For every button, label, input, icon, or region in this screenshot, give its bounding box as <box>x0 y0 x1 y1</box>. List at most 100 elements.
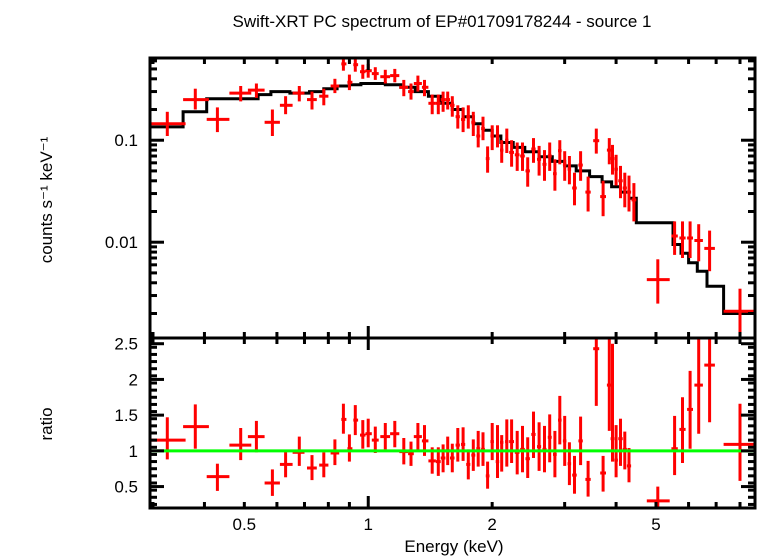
ratio-data-point <box>476 430 481 467</box>
ratio-data-point <box>365 418 372 448</box>
ratio-tick-label: 2.5 <box>114 335 138 354</box>
ratio-data-point <box>307 455 317 481</box>
ratio-data-point <box>618 418 623 466</box>
ratio-data-point <box>485 461 490 489</box>
ratio-data-point <box>440 444 446 473</box>
spectrum-data-points <box>150 58 755 338</box>
spectrum-data-point <box>631 183 637 222</box>
spectrum-data-point <box>428 94 436 115</box>
spectrum-data-point <box>485 146 490 173</box>
spectrum-data-point <box>585 176 591 212</box>
spectrum-data-point <box>347 74 353 91</box>
ratio-data-point <box>461 427 466 461</box>
y-tick-label: 0.1 <box>114 131 138 150</box>
ratio-data-point <box>500 435 504 472</box>
spectrum-data-point <box>206 107 230 133</box>
spectrum-data-point <box>247 83 265 98</box>
ratio-data-point <box>520 425 525 473</box>
spectrum-data-point <box>481 116 485 141</box>
spectrum-data-point <box>514 142 520 171</box>
ratio-data-point <box>183 404 209 449</box>
x-tick-label: 2 <box>487 515 496 534</box>
x-tick-label: 1 <box>364 515 373 534</box>
spectrum-data-point <box>704 230 715 272</box>
spectrum-data-point <box>292 86 305 102</box>
ratio-tick-label: 1 <box>129 442 138 461</box>
spectrum-data-point <box>495 125 500 148</box>
ratio-data-point <box>542 425 547 473</box>
spectrum-data-point <box>610 144 615 175</box>
ratio-data-point <box>723 403 755 481</box>
spectrum-data-point <box>421 79 429 97</box>
spectrum-data-point <box>520 142 525 171</box>
spectrum-data-point <box>622 172 627 208</box>
ratio-data-point <box>371 426 379 453</box>
spectrum-data-point <box>490 125 494 151</box>
ratio-axis-ticks <box>150 342 755 508</box>
ratio-data-point <box>353 405 359 436</box>
ratio-data-point <box>481 432 485 466</box>
spectrum-data-point <box>505 128 509 153</box>
ratio-data-point <box>679 397 686 463</box>
ratio-data-point <box>450 443 455 473</box>
spectrum-data-point <box>319 88 329 106</box>
spectrum-data-point <box>371 67 379 80</box>
ratio-data-point <box>279 450 293 478</box>
ratio-data-point <box>562 415 567 466</box>
ratio-data-point <box>646 486 670 508</box>
ratio-data-point <box>626 448 632 483</box>
ratio-tick-label: 2 <box>129 370 138 389</box>
ratio-panel <box>148 336 757 510</box>
ratio-data-point <box>455 428 460 462</box>
y-axis-label-spectrum: counts s⁻¹ keV⁻¹ <box>37 136 56 263</box>
spectrum-data-point <box>525 157 530 187</box>
ratio-data-point <box>229 428 252 461</box>
ratio-data-point <box>490 423 494 461</box>
spectrum-data-point <box>572 172 577 206</box>
spectrum-data-point <box>646 259 670 304</box>
spectrum-data-point <box>440 91 446 112</box>
spectrum-data-point <box>679 221 686 258</box>
spectrum-data-point <box>542 150 547 181</box>
ratio-data-point <box>578 416 583 466</box>
spectrum-data-point <box>279 96 293 115</box>
spectrum-data-point <box>466 105 471 129</box>
spectrum-data-point <box>694 224 703 262</box>
spectrum-data-point <box>600 180 606 217</box>
ratio-data-point <box>567 442 572 486</box>
spectrum-data-point <box>445 91 450 110</box>
ratio-data-point <box>341 403 347 434</box>
ratio-data-point <box>319 452 329 478</box>
spectrum-data-point <box>264 109 280 136</box>
spectrum-data-point <box>399 79 409 97</box>
spectrum-data-point <box>509 140 514 167</box>
spectrum-data-point <box>150 111 186 136</box>
ratio-data-point <box>537 422 542 471</box>
spectrum-data-point <box>567 156 572 185</box>
ratio-data-point <box>509 419 514 463</box>
ratio-data-point <box>466 449 471 480</box>
spectrum-data-point <box>341 58 347 71</box>
y-axis-label-ratio: ratio <box>37 407 56 440</box>
ratio-data-point <box>610 343 615 462</box>
spectrum-data-point <box>330 78 340 94</box>
ratio-data-point <box>514 430 520 475</box>
spectrum-data-point <box>183 88 209 110</box>
ratio-data-point <box>593 338 600 406</box>
spectrum-data-point <box>408 83 414 100</box>
ratio-data-point <box>572 455 577 494</box>
x-axis-label: Energy (keV) <box>404 537 503 556</box>
ratio-data-point <box>585 460 591 497</box>
ratio-data-point <box>558 395 562 445</box>
ratio-data-point <box>206 463 230 491</box>
spectrum-data-point <box>723 288 755 338</box>
spectrum-data-point <box>353 58 359 72</box>
tick-labels: 0.1 0.01 0.5 1 1.5 2 2.5 0.5 1 2 5 <box>105 131 661 534</box>
spectrum-data-point <box>687 221 693 258</box>
spectrum-data-point <box>450 96 455 117</box>
ratio-data-point <box>547 414 552 463</box>
spectrum-data-point <box>360 64 366 79</box>
ratio-data-point <box>247 420 265 453</box>
ratio-tick-label: 1.5 <box>114 406 138 425</box>
ratio-panel-frame <box>148 336 757 510</box>
